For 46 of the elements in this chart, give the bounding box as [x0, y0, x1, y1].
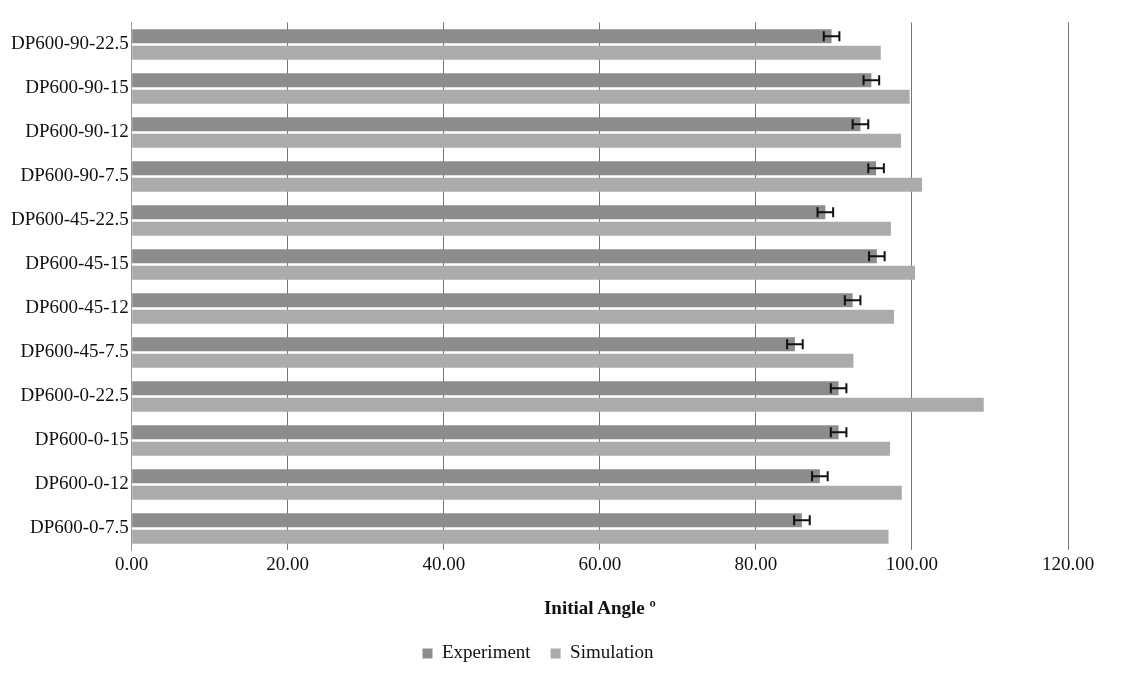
bar — [132, 205, 826, 220]
legend-label: Experiment — [441, 641, 532, 663]
bar — [132, 161, 877, 176]
bar — [132, 265, 916, 280]
bar — [132, 29, 832, 44]
bar — [132, 133, 902, 148]
y-tick-label: DP600-0-7.5 — [29, 516, 129, 538]
y-tick-label: DP600-90-7.5 — [20, 164, 129, 186]
y-tick-label: DP600-45-15 — [25, 252, 129, 274]
bar — [132, 529, 889, 544]
y-tick-label: DP600-45-7.5 — [20, 340, 129, 362]
bar — [132, 117, 861, 132]
x-tick-label: 20.00 — [266, 552, 310, 574]
bar — [132, 249, 877, 264]
bar — [132, 221, 891, 236]
bar — [132, 513, 802, 528]
bar — [132, 309, 894, 324]
bar — [132, 353, 854, 368]
y-tick-label: DP600-45-22.5 — [10, 208, 129, 230]
bar — [132, 425, 839, 440]
legend-label: Simulation — [570, 641, 655, 663]
x-tick-label: 120.00 — [1041, 552, 1095, 574]
bar — [132, 177, 923, 192]
bar — [132, 381, 839, 396]
bar — [132, 293, 853, 308]
x-tick-label: 0.00 — [115, 552, 149, 574]
x-tick-label: 80.00 — [734, 552, 778, 574]
bar — [132, 397, 984, 412]
bar — [132, 337, 795, 352]
x-tick-label: 100.00 — [885, 552, 939, 574]
y-tick-label: DP600-45-12 — [25, 296, 129, 318]
y-tick-label: DP600-90-15 — [25, 76, 129, 98]
y-tick-label: DP600-90-22.5 — [10, 32, 129, 54]
bar — [132, 73, 872, 88]
x-tick-label: 60.00 — [578, 552, 622, 574]
x-tick-label: 40.00 — [422, 552, 466, 574]
bar — [132, 469, 820, 484]
x-axis-title: Initial Angle º — [543, 596, 656, 618]
y-tick-label: DP600-90-12 — [25, 120, 129, 142]
bar — [132, 89, 910, 104]
y-tick-label: DP600-0-12 — [34, 472, 129, 494]
bar — [132, 441, 891, 456]
bar — [132, 45, 881, 60]
bar — [132, 485, 902, 500]
y-tick-label: DP600-0-22.5 — [20, 384, 129, 406]
y-tick-label: DP600-0-15 — [34, 428, 129, 450]
